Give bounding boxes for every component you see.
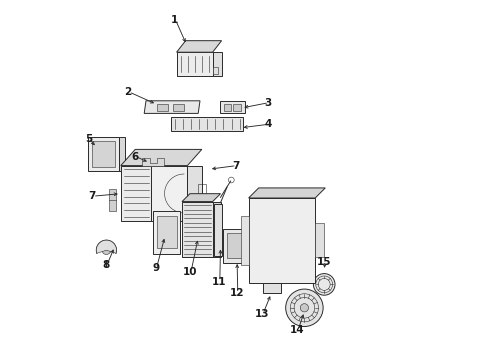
Text: 8: 8: [103, 260, 110, 270]
Polygon shape: [171, 117, 243, 131]
Polygon shape: [224, 104, 231, 111]
Circle shape: [269, 227, 293, 251]
Text: 12: 12: [230, 288, 245, 298]
Polygon shape: [144, 101, 200, 113]
Text: 14: 14: [290, 325, 304, 336]
Polygon shape: [213, 202, 220, 257]
Polygon shape: [220, 101, 245, 113]
Polygon shape: [157, 104, 168, 111]
Polygon shape: [157, 216, 176, 248]
Text: 6: 6: [132, 152, 139, 162]
Polygon shape: [182, 202, 213, 257]
Circle shape: [269, 285, 275, 291]
Polygon shape: [233, 104, 241, 111]
Polygon shape: [176, 41, 221, 52]
Polygon shape: [121, 149, 202, 166]
Circle shape: [102, 246, 111, 255]
Text: 7: 7: [232, 161, 240, 171]
Circle shape: [286, 289, 323, 327]
Polygon shape: [215, 204, 222, 256]
Polygon shape: [263, 283, 281, 293]
Circle shape: [253, 211, 309, 266]
Text: 1: 1: [171, 15, 178, 25]
Polygon shape: [315, 223, 324, 257]
Polygon shape: [227, 233, 245, 258]
Text: 13: 13: [255, 309, 270, 319]
Text: 3: 3: [265, 98, 272, 108]
Polygon shape: [88, 137, 119, 171]
Circle shape: [314, 274, 335, 295]
Polygon shape: [176, 52, 213, 76]
Polygon shape: [222, 229, 248, 263]
Polygon shape: [143, 158, 164, 166]
Text: 2: 2: [124, 87, 132, 97]
Polygon shape: [92, 141, 116, 167]
Polygon shape: [187, 166, 202, 221]
Text: 4: 4: [265, 119, 272, 129]
Polygon shape: [121, 166, 151, 221]
Polygon shape: [248, 198, 315, 283]
Circle shape: [99, 150, 108, 158]
Polygon shape: [119, 137, 125, 171]
Text: 15: 15: [317, 257, 331, 267]
Text: 5: 5: [85, 134, 92, 144]
Polygon shape: [182, 194, 220, 202]
Circle shape: [300, 304, 309, 312]
Polygon shape: [213, 52, 221, 76]
Polygon shape: [151, 166, 187, 221]
Polygon shape: [173, 104, 184, 111]
Text: 9: 9: [152, 263, 159, 273]
Text: 7: 7: [88, 191, 96, 201]
Text: 11: 11: [212, 276, 226, 287]
Polygon shape: [153, 211, 180, 254]
Polygon shape: [248, 188, 325, 198]
Polygon shape: [213, 67, 218, 74]
Polygon shape: [97, 240, 117, 253]
Polygon shape: [242, 216, 248, 265]
Polygon shape: [109, 189, 117, 211]
Text: 10: 10: [183, 267, 197, 277]
